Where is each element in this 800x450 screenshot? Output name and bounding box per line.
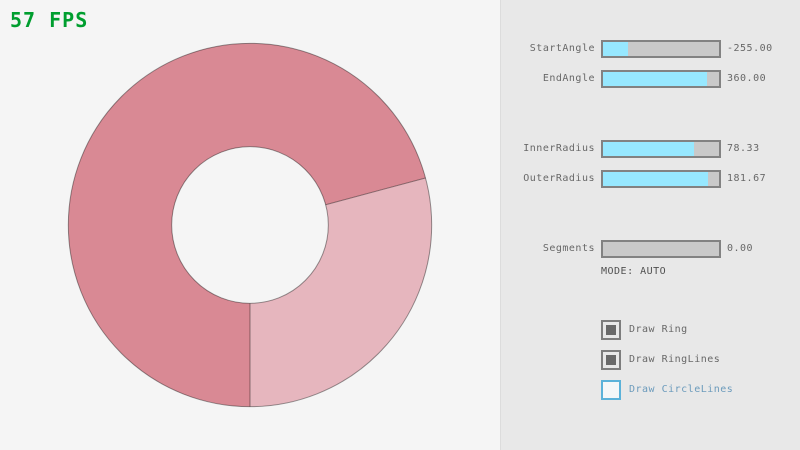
slider-fill [603, 42, 629, 56]
checkbox-draw-ringlines[interactable] [601, 350, 621, 370]
slider-segments[interactable] [601, 240, 721, 258]
slider-fill [603, 142, 694, 156]
slider-row-start-angle: StartAngle -255.00 [501, 40, 800, 58]
checkbox-label: Draw Ring [629, 324, 688, 335]
slider-row-outer-radius: OuterRadius 181.67 [501, 170, 800, 188]
checkbox-row-draw-ringlines: Draw RingLines [501, 350, 800, 370]
ring-sector-single [250, 177, 432, 407]
slider-start-angle[interactable] [601, 40, 721, 58]
checkbox-row-draw-circlelines: Draw CircleLines [501, 380, 800, 400]
checkbox-row-draw-ring: Draw Ring [501, 320, 800, 340]
slider-outer-radius[interactable] [601, 170, 721, 188]
checkbox-label: Draw RingLines [629, 354, 721, 365]
slider-inner-radius[interactable] [601, 140, 721, 158]
slider-value: 181.67 [727, 173, 767, 184]
mode-label: MODE: AUTO [601, 266, 667, 277]
slider-label: OuterRadius [523, 173, 595, 184]
checkmark-icon [606, 325, 616, 335]
slider-fill [603, 72, 708, 86]
ring-outline-inner [171, 146, 329, 304]
slider-label: InnerRadius [523, 143, 595, 154]
slider-label: Segments [542, 243, 595, 254]
ring-capline-start [325, 177, 426, 206]
slider-row-inner-radius: InnerRadius 78.33 [501, 140, 800, 158]
slider-value: -255.00 [727, 43, 773, 54]
checkbox-draw-circlelines[interactable] [601, 380, 621, 400]
ring-outline-outer [67, 42, 433, 408]
ring-sector-overlap [68, 43, 426, 407]
checkbox-label: Draw CircleLines [629, 384, 734, 395]
slider-value: 360.00 [727, 73, 767, 84]
slider-label: StartAngle [529, 43, 595, 54]
slider-fill [603, 172, 709, 186]
slider-label: EndAngle [542, 73, 595, 84]
fps-counter: 57 FPS [10, 8, 89, 32]
slider-row-segments: Segments 0.00 [501, 240, 800, 258]
checkmark-icon [606, 355, 616, 365]
slider-row-end-angle: EndAngle 360.00 [501, 70, 800, 88]
control-panel: StartAngle -255.00 EndAngle 360.00 Inner… [500, 0, 800, 450]
slider-value: 0.00 [727, 243, 754, 254]
slider-value: 78.33 [727, 143, 760, 154]
checkbox-draw-ring[interactable] [601, 320, 621, 340]
slider-end-angle[interactable] [601, 70, 721, 88]
